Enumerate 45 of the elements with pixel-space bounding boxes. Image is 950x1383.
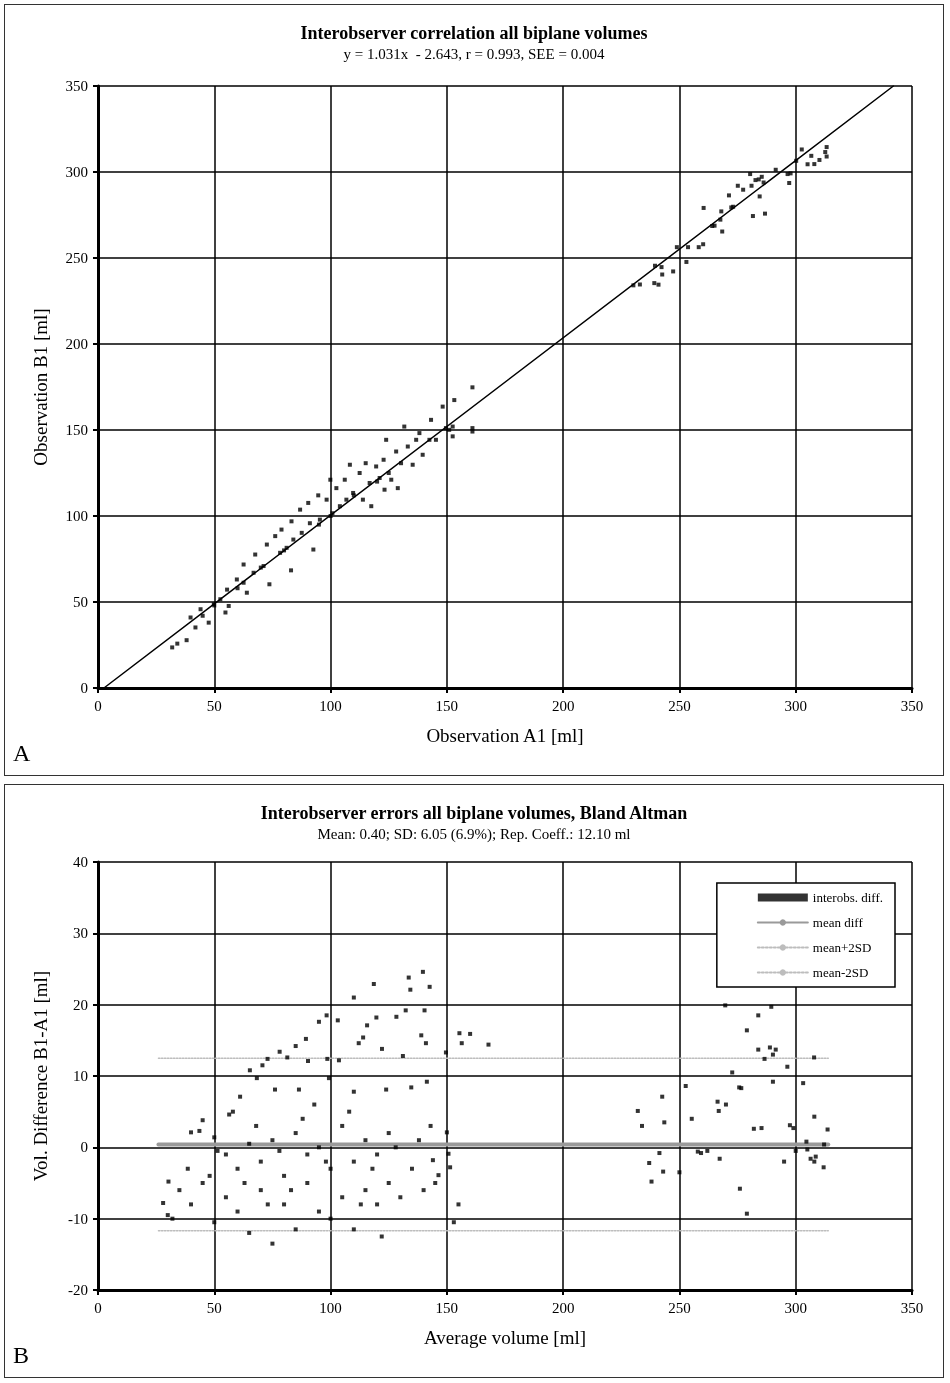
x-tick-label: 0	[94, 697, 102, 714]
y-axis-title: Observation B1 [ml]	[30, 308, 51, 466]
chart-subtitle: y = 1.031x - 2.643, r = 0.993, SEE = 0.004	[343, 45, 605, 62]
x-axis-title: Average volume [ml]	[423, 1327, 587, 1348]
chart-title: Interobserver errors all biplane volumes, Bland Altman	[260, 803, 688, 823]
y-tick-label: 350	[65, 78, 88, 94]
x-axis-title: Observation A1 [ml]	[426, 725, 584, 746]
y-tick-label: 150	[65, 422, 88, 438]
y-tick-label: 250	[65, 250, 88, 266]
y-axis-title: Vol. Difference B1-A1 [ml]	[30, 970, 51, 1182]
x-tick-label: 300	[784, 697, 807, 714]
y-tick-label: 40	[73, 854, 88, 870]
x-tick-label: 200	[551, 697, 575, 714]
x-tick-label: 250	[668, 697, 691, 714]
x-tick-label: 200	[551, 1299, 575, 1316]
chart-subtitle: Mean: 0.40; SD: 6.05 (6.9%); Rep. Coeff.: 12.10 ml	[317, 825, 631, 843]
legend-label: mean+2SD	[812, 940, 872, 955]
x-tick-label: 350	[900, 1299, 924, 1316]
legend-label: mean diff	[812, 915, 864, 930]
y-tick-label: 30	[73, 925, 88, 942]
y-tick-label: 0	[80, 680, 88, 696]
x-tick-label: 250	[668, 1299, 691, 1316]
text: B	[13, 1342, 30, 1368]
x-tick-label: 300	[784, 1299, 807, 1316]
y-tick-label: 20	[73, 996, 88, 1013]
x-tick-label: 100	[319, 1299, 342, 1316]
legend-label: mean-2SD	[812, 965, 869, 980]
y-tick-label: 100	[65, 508, 88, 524]
x-tick-label: 50	[206, 1299, 222, 1316]
legend-label: interobs. diff.	[812, 890, 883, 905]
x-tick-label: 150	[435, 1299, 459, 1316]
x-tick-label: 100	[319, 697, 342, 714]
y-tick-label: 200	[65, 336, 88, 352]
y-tick-label: 300	[65, 164, 88, 180]
y-tick-label: -20	[68, 1282, 88, 1298]
x-tick-label: 50	[206, 697, 222, 714]
text: A	[13, 740, 31, 766]
y-tick-label: 10	[73, 1068, 88, 1084]
y-tick-label: 50	[73, 594, 88, 610]
chart-title: Interobserver correlation all biplane volumes	[300, 23, 648, 43]
x-tick-label: 0	[94, 1299, 102, 1316]
x-tick-label: 350	[900, 697, 924, 714]
y-tick-label: 0	[80, 1139, 88, 1156]
y-tick-label: -10	[68, 1210, 88, 1227]
x-tick-label: 150	[435, 697, 459, 714]
